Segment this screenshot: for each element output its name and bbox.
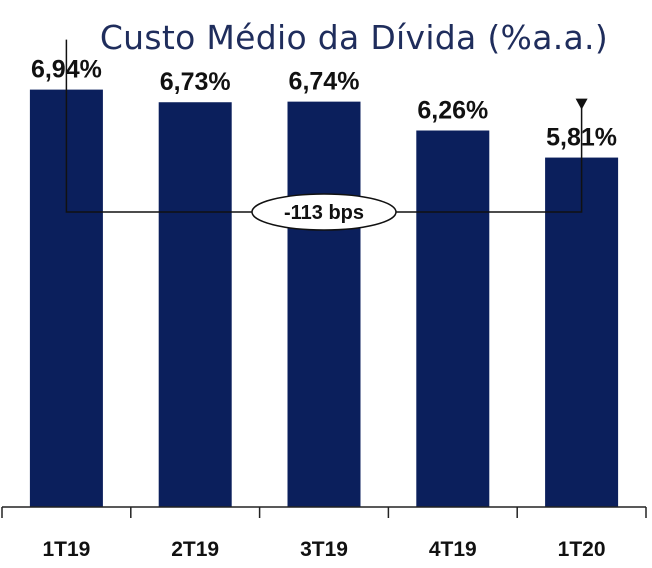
bar-4t19 — [416, 130, 490, 507]
bar-1t20 — [545, 157, 619, 507]
bar-group — [29, 89, 619, 507]
tick-label-1t19: 1T19 — [42, 538, 90, 561]
data-label-4t19: 6,26% — [417, 97, 488, 125]
tick-label-2t19: 2T19 — [171, 538, 219, 561]
x-axis: 1T19 2T19 3T19 4T19 1T20 — [1, 506, 647, 561]
data-label-3t19: 6,74% — [289, 68, 360, 96]
chart-title: Custo Médio da Dívida (%a.a.) — [99, 18, 608, 57]
arrow-down-icon — [575, 98, 588, 110]
data-label-2t19: 6,73% — [160, 68, 231, 96]
bar-2t19 — [158, 102, 232, 507]
tick-label-4t19: 4T19 — [429, 538, 477, 561]
annotation-oval — [251, 193, 397, 231]
change-annotation: -113 bps — [65, 39, 588, 231]
bar-3t19 — [287, 101, 361, 507]
annotation-label: -113 bps — [284, 202, 364, 224]
tick-label-3t19: 3T19 — [300, 538, 348, 561]
tick-label-1t20: 1T20 — [558, 538, 606, 561]
